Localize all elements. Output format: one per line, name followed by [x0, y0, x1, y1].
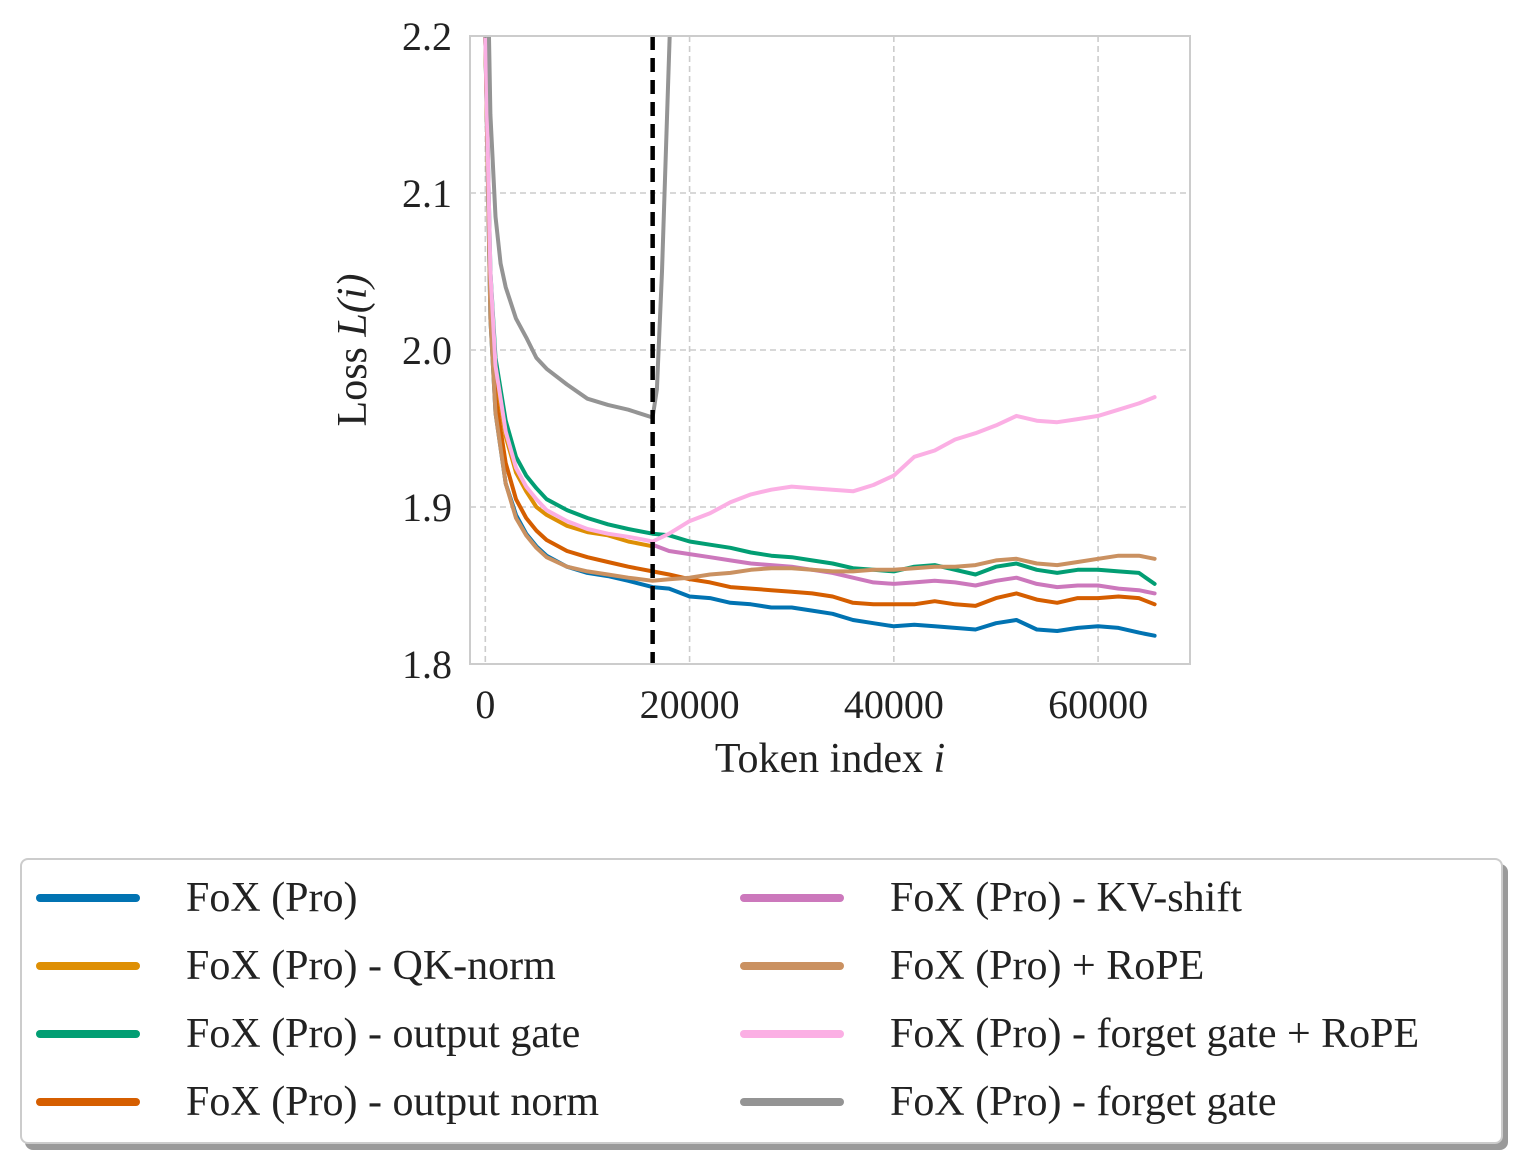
legend-label: FoX (Pro) - output gate — [186, 1011, 581, 1057]
x-tick-label: 20000 — [640, 682, 740, 727]
legend-swatch — [740, 1030, 844, 1038]
series-line-6 — [483, 36, 1157, 583]
legend-label: FoX (Pro) - forget gate — [890, 1079, 1277, 1125]
legend-swatch — [740, 894, 844, 902]
x-tick-label: 40000 — [844, 682, 944, 727]
legend-swatch — [36, 1098, 140, 1106]
x-tick-label: 60000 — [1048, 682, 1148, 727]
legend-item: FoX (Pro) - output gate — [36, 1004, 580, 1064]
legend-label: FoX (Pro) - QK-norm — [186, 943, 556, 989]
series-line-3 — [483, 36, 1157, 586]
chart: 0 20000 40000 60000 1.8 1.9 2.0 2.1 2.2 Token i… — [330, 14, 1191, 782]
series-line-5 — [650, 542, 1157, 596]
y-axis-label: Loss L(i) — [330, 274, 376, 427]
legend-item: FoX (Pro) + RoPE — [740, 936, 1204, 996]
series-layer — [483, 36, 1157, 638]
legend: FoX (Pro) FoX (Pro) - QK-norm FoX (Pro) - … — [20, 858, 1503, 1144]
legend-item: FoX (Pro) - QK-norm — [36, 936, 556, 996]
x-tick-labels: 0 20000 40000 60000 — [475, 682, 1148, 727]
series-line-4 — [483, 36, 1157, 608]
series-line-8 — [483, 36, 672, 420]
legend-swatch — [740, 1098, 844, 1106]
legend-swatch — [740, 962, 844, 970]
legend-label: FoX (Pro) - output norm — [186, 1079, 599, 1125]
legend-label: FoX (Pro) — [186, 875, 358, 921]
series-line-7 — [483, 36, 1157, 544]
y-tick-label: 2.2 — [402, 14, 452, 59]
legend-item: FoX (Pro) - KV-shift — [740, 868, 1242, 928]
y-tick-label: 2.0 — [402, 328, 452, 373]
legend-item: FoX (Pro) — [36, 868, 358, 928]
y-tick-label: 1.8 — [402, 642, 452, 687]
legend-label: FoX (Pro) - forget gate + RoPE — [890, 1011, 1420, 1057]
plot-frame — [469, 35, 1191, 665]
y-tick-label: 2.1 — [402, 171, 452, 216]
legend-swatch — [36, 1030, 140, 1038]
legend-item: FoX (Pro) - forget gate + RoPE — [740, 1004, 1419, 1064]
legend-label: FoX (Pro) - KV-shift — [890, 875, 1242, 921]
legend-swatch — [36, 962, 140, 970]
legend-swatch — [36, 894, 140, 902]
legend-label: FoX (Pro) + RoPE — [890, 943, 1205, 989]
legend-item: FoX (Pro) - forget gate — [740, 1072, 1276, 1132]
x-axis-label: Token index i — [715, 736, 945, 782]
y-tick-labels: 1.8 1.9 2.0 2.1 2.2 — [402, 14, 452, 687]
legend-item: FoX (Pro) - output norm — [36, 1072, 599, 1132]
x-tick-label: 0 — [475, 682, 495, 727]
y-tick-label: 1.9 — [402, 485, 452, 530]
